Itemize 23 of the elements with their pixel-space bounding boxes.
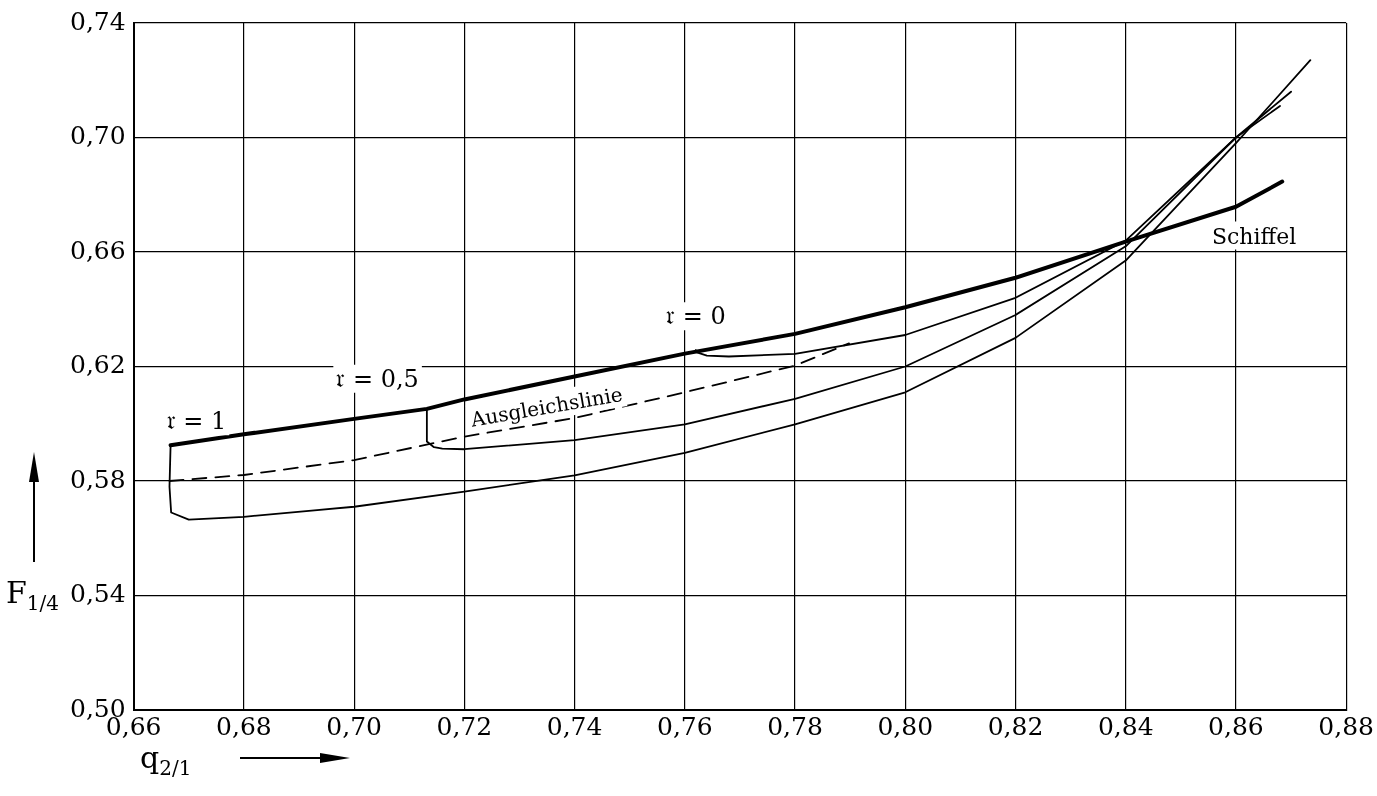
annotation: 𝔯 = 0,5 [336,364,419,393]
annotation: 𝔯 = 0 [666,302,726,331]
y-tick-label: 0,70 [69,121,126,150]
y-tick-label: 0,74 [69,6,126,36]
x-tick-label: 0,80 [877,711,934,741]
y-tick-label: 0,66 [69,235,126,265]
x-tick-label: 0,76 [656,711,713,741]
x-tick-label: 0,70 [326,711,382,741]
x-tick-label: 0,72 [436,711,493,741]
x-axis-title: q$_{2/1}$ [140,740,192,780]
x-tick-label: 0,86 [1208,711,1264,741]
x-tick-label: 0,88 [1318,711,1374,741]
y-tick-label: 0,58 [69,464,126,494]
annotation: 𝔯 = 1 [166,407,227,436]
x-tick-label: 0,84 [1097,711,1154,741]
y-axis-title: F$_{1/4}$ [6,575,60,615]
y-tick-label: 0,62 [69,350,126,379]
y-tick-label: 0,54 [69,579,126,608]
x-tick-label: 0,74 [546,711,603,741]
x-tick-label: 0,82 [987,711,1044,741]
x-tick-label: 0,68 [216,711,272,741]
x-tick-label: 0,78 [767,711,823,741]
series-label: Schiffel [1211,223,1297,249]
